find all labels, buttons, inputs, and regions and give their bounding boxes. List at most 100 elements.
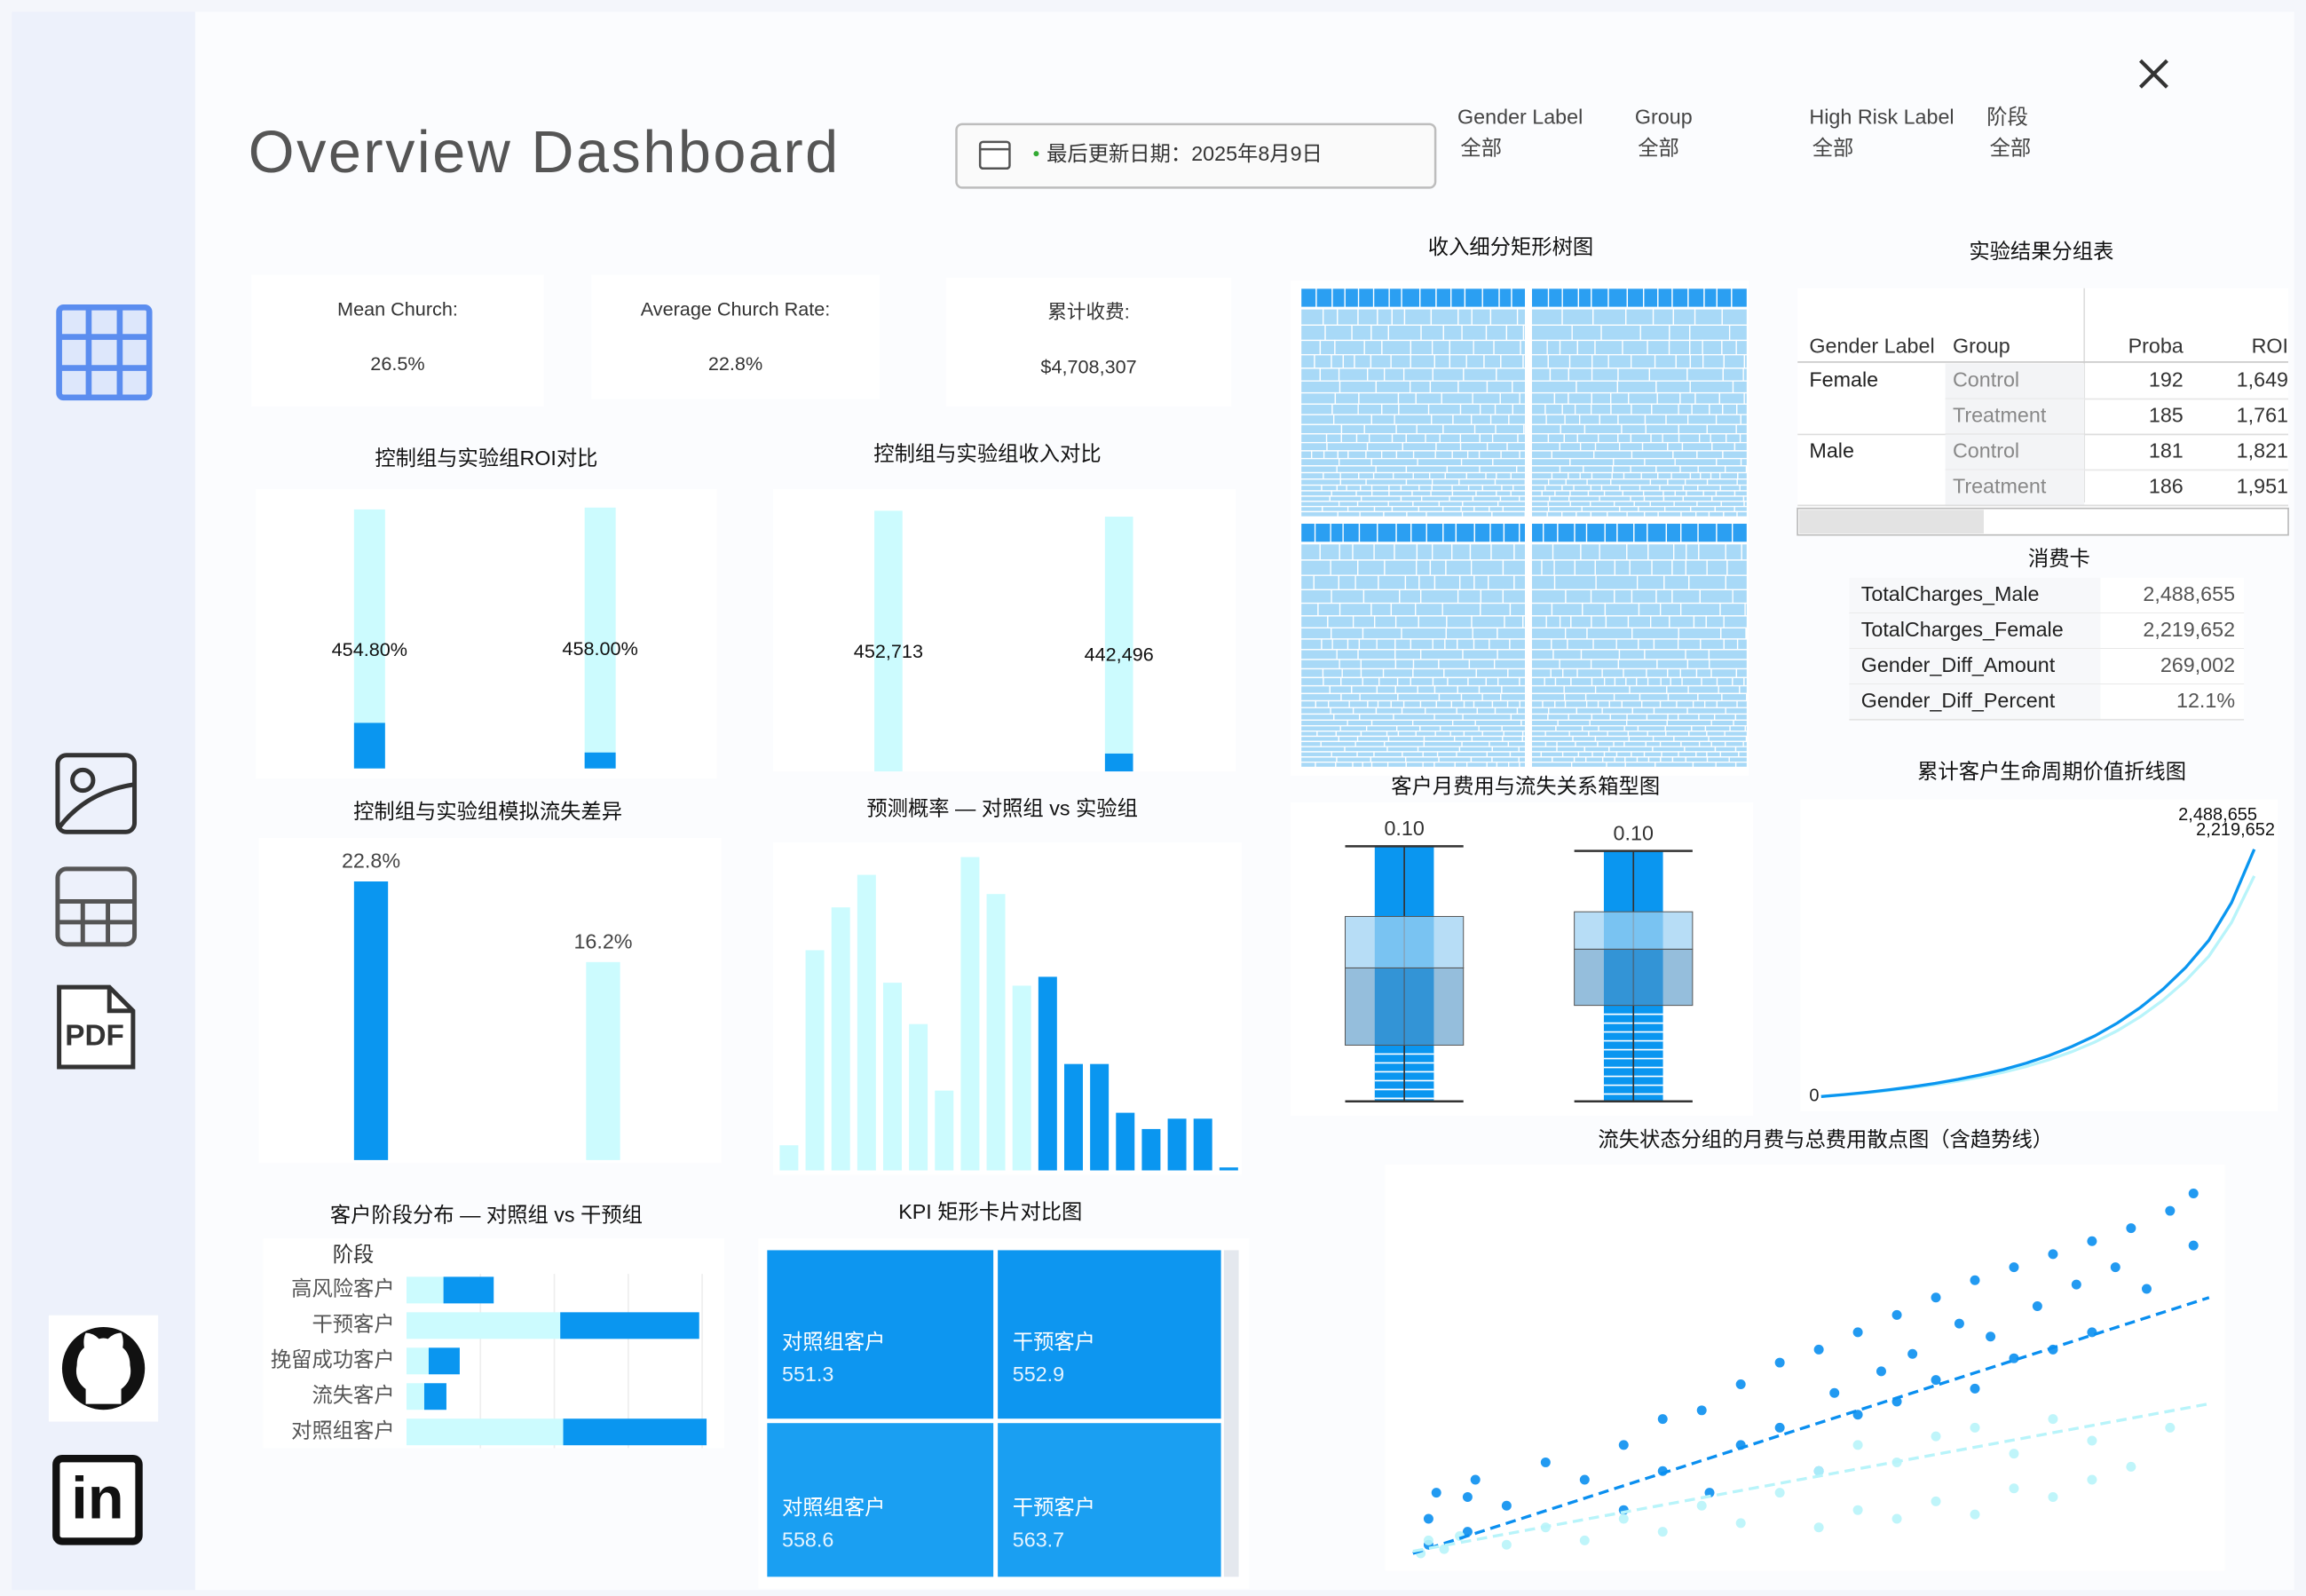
treemap-cell bbox=[1569, 490, 1590, 497]
treemap-cell bbox=[1476, 707, 1497, 715]
treemap-cell bbox=[1360, 668, 1385, 679]
treemap-cell bbox=[1388, 287, 1402, 308]
group-cell-bg bbox=[1945, 363, 2085, 399]
filter-value: 全部 bbox=[1990, 136, 2032, 159]
filter[interactable]: Gender Label 全部 bbox=[1457, 105, 1583, 159]
scrollbar-thumb[interactable] bbox=[1798, 510, 1984, 533]
treemap-cell bbox=[1673, 735, 1710, 742]
treemap-cell bbox=[1549, 495, 1570, 502]
grid-icon[interactable] bbox=[56, 304, 153, 401]
treemap-cell bbox=[1340, 676, 1363, 687]
treemap-cell bbox=[1410, 676, 1434, 687]
treemap-cell bbox=[1434, 450, 1453, 460]
treemap-cell bbox=[1394, 414, 1433, 425]
histogram-bar bbox=[1090, 1063, 1110, 1171]
scatter-point bbox=[1501, 1539, 1512, 1550]
scatter-point bbox=[2032, 1301, 2042, 1312]
treemap-cell bbox=[1530, 684, 1565, 694]
treemap-cell bbox=[1702, 353, 1725, 369]
treemap-cell bbox=[1360, 659, 1397, 670]
treemap-cell bbox=[1644, 649, 1686, 660]
treemap-cell bbox=[1738, 751, 1749, 758]
bar bbox=[1104, 517, 1133, 772]
treemap-cell bbox=[1714, 713, 1737, 721]
treemap-cell bbox=[1561, 403, 1576, 415]
treemap-cell bbox=[1559, 615, 1572, 628]
treemap-cell bbox=[1433, 684, 1458, 694]
treemap-cell bbox=[1467, 484, 1483, 492]
treemap-cell bbox=[1451, 542, 1472, 561]
treemap-cell bbox=[1557, 522, 1576, 543]
treemap-cell bbox=[1299, 659, 1340, 670]
linkedin-icon[interactable]: in bbox=[52, 1455, 143, 1545]
treemap-cell bbox=[1463, 731, 1483, 738]
treemap-cell bbox=[1432, 676, 1449, 687]
treemap-cell bbox=[1315, 761, 1337, 769]
treemap-cell bbox=[1501, 684, 1527, 694]
chart-icon[interactable] bbox=[55, 753, 138, 834]
treemap-cell bbox=[1480, 403, 1497, 415]
treemap-cell bbox=[1569, 457, 1615, 467]
treemap-cell bbox=[1708, 735, 1748, 742]
treemap-cell bbox=[1734, 761, 1749, 769]
treemap-cell bbox=[1333, 414, 1373, 425]
treemap-cell bbox=[1390, 602, 1417, 617]
treemap-cell bbox=[1641, 441, 1669, 452]
treemap-cell bbox=[1481, 484, 1503, 492]
kpi-card bbox=[945, 277, 1232, 407]
scatter-point bbox=[1931, 1431, 1941, 1442]
treemap-cell bbox=[1442, 423, 1476, 435]
treemap-cell bbox=[1541, 559, 1555, 576]
filter[interactable]: Group 全部 bbox=[1635, 105, 1693, 159]
pdf-icon[interactable]: PDF bbox=[57, 984, 136, 1070]
treemap-cell bbox=[1685, 559, 1708, 576]
axis-label: 阶段 bbox=[333, 1243, 375, 1266]
treemap-cell bbox=[1631, 450, 1674, 460]
treemap-cell bbox=[1497, 676, 1520, 687]
treemap-cell bbox=[1530, 308, 1563, 326]
treemap-cell bbox=[1550, 668, 1564, 679]
treemap-cell bbox=[1449, 495, 1474, 502]
treemap-cell bbox=[1598, 724, 1625, 732]
card-value: 2,219,652 bbox=[2143, 618, 2235, 641]
treemap-cell bbox=[1633, 501, 1651, 508]
category-label: 高风险客户 bbox=[291, 1277, 395, 1300]
treemap-cell bbox=[1481, 692, 1502, 702]
treemap-cell bbox=[1380, 450, 1398, 460]
treemap-cell bbox=[1565, 478, 1588, 486]
treemap-cell bbox=[1519, 676, 1527, 687]
treemap-cell bbox=[1299, 478, 1342, 486]
treemap-cell bbox=[1629, 559, 1653, 576]
scatter-point bbox=[1852, 1440, 1863, 1450]
table-icon[interactable] bbox=[55, 866, 138, 947]
treemap-cell bbox=[1530, 423, 1561, 435]
treemap-cell bbox=[1592, 638, 1617, 651]
treemap-cell bbox=[1384, 367, 1405, 382]
treemap-cell bbox=[1357, 649, 1396, 660]
treemap-cell bbox=[1478, 724, 1503, 732]
treemap-cell bbox=[1579, 441, 1597, 452]
scatter-point bbox=[1907, 1348, 1918, 1359]
treemap-cell bbox=[1530, 676, 1545, 687]
treemap-cell bbox=[1530, 724, 1557, 732]
close-button[interactable] bbox=[2139, 59, 2168, 89]
treemap-cell bbox=[1473, 522, 1491, 543]
treemap-cell bbox=[1530, 615, 1547, 628]
treemap-cell bbox=[1594, 684, 1631, 694]
treemap-cell bbox=[1678, 423, 1709, 435]
treemap-cell bbox=[1638, 638, 1655, 651]
treemap-cell bbox=[1359, 510, 1385, 518]
github-icon[interactable] bbox=[48, 1315, 159, 1422]
treemap-cell bbox=[1375, 465, 1408, 474]
treemap-cell bbox=[1314, 353, 1332, 369]
treemap-cell bbox=[1373, 751, 1403, 758]
treemap-cell bbox=[1682, 484, 1699, 492]
treemap-cell bbox=[1547, 287, 1563, 308]
treemap-cell bbox=[1470, 559, 1504, 576]
bar bbox=[586, 961, 620, 1160]
treemap-cell bbox=[1530, 707, 1550, 715]
histogram-bar bbox=[1063, 1063, 1083, 1171]
filter[interactable]: High Risk Label 全部 bbox=[1809, 105, 1954, 159]
scroll-strip bbox=[1223, 1250, 1239, 1577]
